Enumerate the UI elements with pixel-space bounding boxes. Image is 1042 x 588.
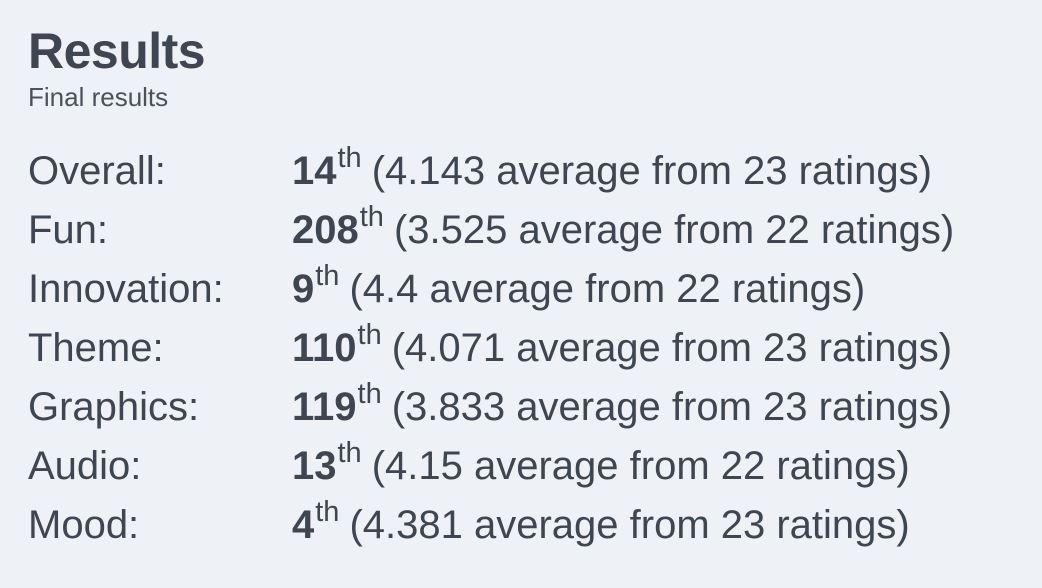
result-detail: (4.4 average from 22 ratings) xyxy=(349,267,866,311)
page-subtitle: Final results xyxy=(28,82,169,112)
rank-suffix: th xyxy=(315,496,340,528)
result-label: Overall: xyxy=(28,149,166,193)
result-label: Theme: xyxy=(28,326,164,370)
result-rank: 119 xyxy=(292,385,357,429)
result-label: Mood: xyxy=(28,503,140,547)
result-detail: (3.833 average from 23 ratings) xyxy=(391,385,953,429)
rank-suffix: th xyxy=(337,142,362,174)
result-detail: (4.143 average from 23 ratings) xyxy=(371,149,932,193)
result-detail: (4.381 average from 23 ratings) xyxy=(349,503,910,547)
rank-suffix: th xyxy=(357,319,382,351)
result-rank: 208 xyxy=(292,208,359,252)
result-label: Fun: xyxy=(28,208,109,252)
rank-suffix: th xyxy=(315,260,340,292)
page-title: Results xyxy=(28,23,206,79)
result-rank: 13 xyxy=(292,444,337,488)
result-detail: (4.15 average from 22 ratings) xyxy=(371,444,910,488)
result-detail: (3.525 average from 22 ratings) xyxy=(393,208,955,252)
rank-suffix: th xyxy=(337,437,362,469)
result-rank: 9 xyxy=(292,267,315,311)
result-rank: 4 xyxy=(292,503,315,547)
rank-suffix: th xyxy=(357,378,382,410)
rank-suffix: th xyxy=(359,201,384,233)
result-label: Graphics: xyxy=(28,385,200,429)
result-label: Innovation: xyxy=(28,267,224,311)
result-rank: 110 xyxy=(292,326,357,370)
result-detail: (4.071 average from 23 ratings) xyxy=(391,326,953,370)
result-rank: 14 xyxy=(292,149,337,193)
result-label: Audio: xyxy=(28,444,142,488)
